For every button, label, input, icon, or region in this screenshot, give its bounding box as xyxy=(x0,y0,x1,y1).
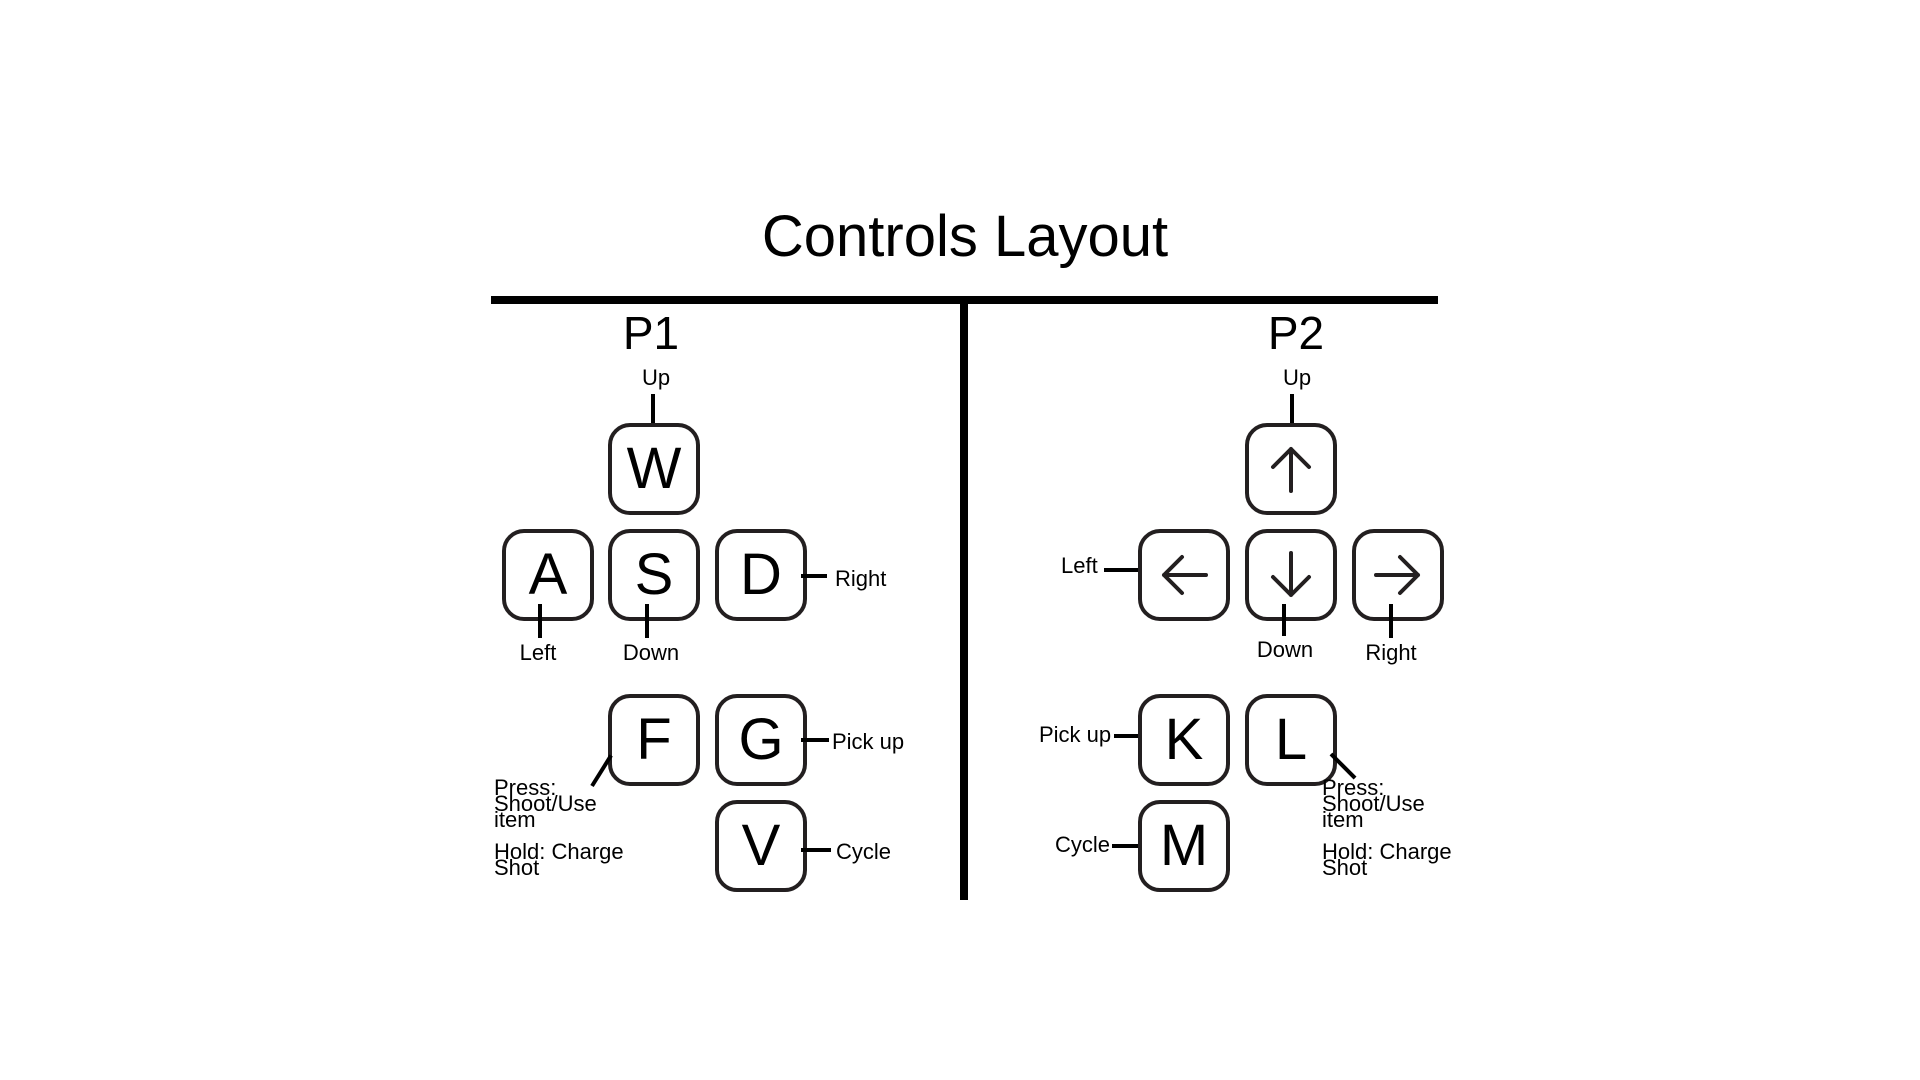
p1-right-connector xyxy=(801,574,827,578)
p1-shoot-description: Press: Shoot/Use item Hold: Charge Shot xyxy=(494,775,644,880)
p2-pickup-connector xyxy=(1114,734,1144,738)
p2-key-right xyxy=(1352,529,1444,621)
p1-up-label: Up xyxy=(641,365,671,390)
p1-down-connector xyxy=(645,604,649,638)
p2-down-label: Down xyxy=(1256,637,1314,662)
p1-up-connector xyxy=(651,394,655,430)
p2-key-m: M xyxy=(1138,800,1230,892)
p2-shoot-press-line2: Shoot/Use xyxy=(1322,791,1425,816)
p1-left-connector xyxy=(538,604,542,638)
p2-down-connector xyxy=(1282,604,1286,636)
p2-shoot-hold-line1: Hold: Charge xyxy=(1322,839,1452,864)
p2-shoot-hold-line2: Shot xyxy=(1322,855,1368,880)
p2-cycle-label: Cycle xyxy=(1055,832,1111,857)
p1-key-w: W xyxy=(608,423,700,515)
p2-shoot-press-line1: Press: xyxy=(1322,775,1385,800)
right-arrow-icon xyxy=(1374,555,1420,595)
p2-shoot-description: Press: Shoot/Use item Hold: Charge Shot xyxy=(1322,775,1472,880)
p1-shoot-hold-line2: Shot xyxy=(494,855,540,880)
p2-key-k: K xyxy=(1138,694,1230,786)
p2-right-label: Right xyxy=(1365,640,1417,665)
p1-key-a: A xyxy=(502,529,594,621)
p2-cycle-connector xyxy=(1112,844,1144,848)
p1-pickup-connector xyxy=(801,738,829,742)
p2-up-label: Up xyxy=(1282,365,1312,390)
page-title: Controls Layout xyxy=(761,204,1169,269)
p1-key-g: G xyxy=(715,694,807,786)
p1-shoot-hold-line1: Hold: Charge xyxy=(494,839,624,864)
p1-label: P1 xyxy=(622,307,680,359)
p2-up-connector xyxy=(1290,394,1294,430)
p1-key-d: D xyxy=(715,529,807,621)
p2-key-down xyxy=(1245,529,1337,621)
up-arrow-icon xyxy=(1271,447,1311,493)
p2-left-label: Left xyxy=(1061,553,1098,578)
p1-shoot-press-line3: item xyxy=(494,807,536,832)
p2-label: P2 xyxy=(1267,307,1325,359)
horizontal-divider xyxy=(491,296,1438,304)
p2-key-left xyxy=(1138,529,1230,621)
p1-key-s: S xyxy=(608,529,700,621)
p2-key-l: L xyxy=(1245,694,1337,786)
p1-key-f: F xyxy=(608,694,700,786)
down-arrow-icon xyxy=(1271,551,1311,597)
vertical-divider xyxy=(960,302,968,900)
p1-cycle-connector xyxy=(801,848,831,852)
p1-cycle-label: Cycle xyxy=(836,839,892,864)
p1-pickup-label: Pick up xyxy=(832,729,905,754)
p1-left-label: Left xyxy=(519,640,557,665)
p2-shoot-press-line3: item xyxy=(1322,807,1364,832)
p2-left-connector xyxy=(1104,568,1144,572)
p1-shoot-press-line1: Press: xyxy=(494,775,557,800)
p1-down-label: Down xyxy=(622,640,680,665)
p1-key-v: V xyxy=(715,800,807,892)
p2-pickup-label: Pick up xyxy=(1039,722,1112,747)
p2-right-connector xyxy=(1389,604,1393,638)
p1-right-label: Right xyxy=(835,566,887,591)
p1-shoot-press-line2: Shoot/Use xyxy=(494,791,597,816)
left-arrow-icon xyxy=(1162,555,1208,595)
p2-key-up xyxy=(1245,423,1337,515)
